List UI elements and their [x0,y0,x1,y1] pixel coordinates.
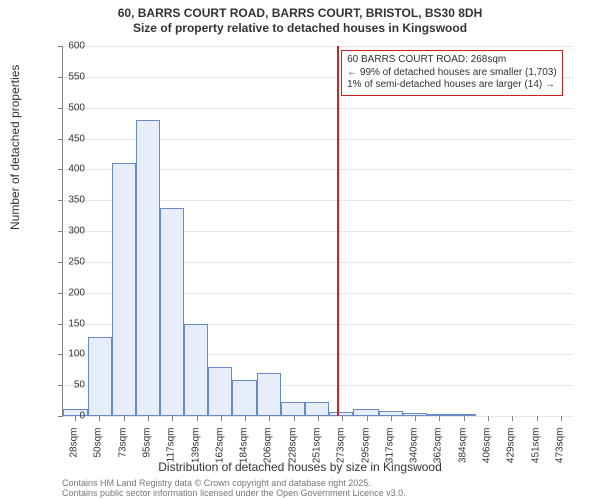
histogram-bar [353,409,378,416]
x-tick-label: 340sqm [409,428,420,478]
histogram-bar [112,163,136,416]
gridline [63,46,573,47]
histogram-bar [208,367,232,416]
x-tick-label: 28sqm [69,428,80,478]
y-tick-label: 200 [55,287,85,298]
x-tick-mark [464,416,465,421]
chart-plot-area: 60 BARRS COURT ROAD: 268sqm← 99% of deta… [62,46,572,416]
histogram-bar [184,324,208,417]
x-tick-mark [318,416,319,421]
y-axis-label: Number of detached properties [8,65,22,230]
x-tick-mark [172,416,173,421]
x-tick-mark [99,416,100,421]
x-tick-mark [537,416,538,421]
reference-line [337,46,339,416]
histogram-bar [160,208,184,416]
chart-title: 60, BARRS COURT ROAD, BARRS COURT, BRIST… [0,0,600,36]
y-tick-label: 100 [55,349,85,360]
x-tick-mark [124,416,125,421]
histogram-bar [281,402,305,416]
y-tick-label: 450 [55,133,85,144]
footer-credits: Contains HM Land Registry data © Crown c… [62,478,406,499]
x-tick-label: 251sqm [312,428,323,478]
x-tick-mark [367,416,368,421]
x-tick-mark [439,416,440,421]
histogram-bar [88,337,112,416]
x-tick-mark [148,416,149,421]
histogram-plot: 60 BARRS COURT ROAD: 268sqm← 99% of deta… [62,46,573,417]
x-tick-label: 184sqm [239,428,250,478]
x-tick-label: 139sqm [190,428,201,478]
x-tick-mark [245,416,246,421]
annotation-line: ← 99% of detached houses are smaller (1,… [347,67,557,80]
x-tick-label: 273sqm [336,428,347,478]
footer-line1: Contains HM Land Registry data © Crown c… [62,478,406,488]
x-tick-mark [294,416,295,421]
y-tick-label: 250 [55,256,85,267]
x-tick-label: 95sqm [141,428,152,478]
x-tick-label: 317sqm [384,428,395,478]
y-tick-label: 350 [55,195,85,206]
footer-line2: Contains public sector information licen… [62,488,406,498]
y-tick-label: 300 [55,226,85,237]
x-tick-mark [221,416,222,421]
histogram-bar [305,402,329,416]
x-tick-mark [269,416,270,421]
annotation-line: 1% of semi-detached houses are larger (1… [347,79,557,92]
x-tick-label: 295sqm [360,428,371,478]
x-tick-label: 451sqm [530,428,541,478]
x-tick-label: 406sqm [482,428,493,478]
x-tick-label: 73sqm [117,428,128,478]
x-tick-mark [197,416,198,421]
y-tick-label: 600 [55,41,85,52]
x-tick-mark [561,416,562,421]
y-tick-label: 150 [55,318,85,329]
gridline [63,108,573,109]
y-tick-label: 50 [55,380,85,391]
x-tick-label: 117sqm [166,428,177,478]
histogram-bar [136,120,160,416]
x-tick-label: 362sqm [433,428,444,478]
x-tick-mark [488,416,489,421]
x-tick-label: 162sqm [214,428,225,478]
x-tick-label: 228sqm [287,428,298,478]
title-line2: Size of property relative to detached ho… [0,21,600,36]
x-tick-label: 50sqm [93,428,104,478]
annotation-line: 60 BARRS COURT ROAD: 268sqm [347,54,557,67]
title-line1: 60, BARRS COURT ROAD, BARRS COURT, BRIST… [0,6,600,21]
x-tick-mark [415,416,416,421]
annotation-callout: 60 BARRS COURT ROAD: 268sqm← 99% of deta… [341,50,563,96]
x-tick-mark [391,416,392,421]
y-tick-label: 400 [55,164,85,175]
x-tick-label: 384sqm [457,428,468,478]
histogram-bar [232,380,257,416]
y-tick-label: 500 [55,102,85,113]
x-tick-label: 473sqm [554,428,565,478]
y-tick-label: 0 [55,411,85,422]
x-tick-mark [342,416,343,421]
y-tick-label: 550 [55,71,85,82]
x-tick-label: 206sqm [263,428,274,478]
x-tick-label: 429sqm [506,428,517,478]
histogram-bar [257,373,281,416]
x-tick-mark [512,416,513,421]
